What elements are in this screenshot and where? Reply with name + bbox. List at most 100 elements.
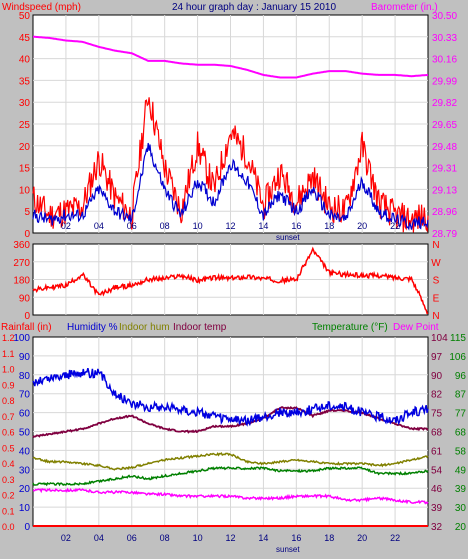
rainfall-axis-title: Rainfall (in) xyxy=(1,322,52,333)
hour-tick-label: 10 xyxy=(193,221,203,231)
humidity-tick-label: 70 xyxy=(19,390,31,401)
temperature-tick-label: 54 xyxy=(431,465,443,476)
temperature-tick-label: 75 xyxy=(431,409,443,420)
humidity-tick-label: 0 xyxy=(24,522,30,533)
rainfall-tick-label: 0.4 xyxy=(2,459,15,469)
wind-baro-x-axis: 02 04 06 08 10 12 14 16 18 20 22 xyxy=(61,221,400,231)
barometer-tick-label: 28.96 xyxy=(432,207,457,218)
hour-tick-label: 18 xyxy=(324,221,334,231)
temp-hum-axes: 0 10 20 30 40 50 60 70 80 90 100 0.0 0.1 0.2 0.3 0.4 0.5… xyxy=(2,333,466,533)
temp-hum-x-axis: 02 04 06 08 10 12 14 16 18 20 22 xyxy=(61,533,400,543)
rainfall-tick-label: 0.0 xyxy=(2,522,15,532)
direction-tick-label: 360 xyxy=(13,240,30,251)
humidity-tick-label: 100 xyxy=(13,333,30,344)
compass-letter-n: N xyxy=(432,240,439,251)
windspeed-tick-label: 25 xyxy=(19,120,31,131)
hour-tick-label: 20 xyxy=(357,533,367,543)
wind-direction-line xyxy=(32,246,429,315)
dew-point-tick-label: 77 xyxy=(455,409,467,420)
temperature-line xyxy=(32,405,429,439)
hour-tick-label: 16 xyxy=(291,533,301,543)
hour-tick-label: 04 xyxy=(94,533,104,543)
hour-tick-label: 18 xyxy=(324,533,334,543)
rainfall-tick-label: 0.8 xyxy=(2,396,15,406)
humidity-tick-label: 10 xyxy=(19,503,31,514)
barometer-tick-label: 30.33 xyxy=(432,33,457,44)
barometer-tick-label: 29.65 xyxy=(432,120,457,131)
dew-point-tick-label: 58 xyxy=(455,446,467,457)
barometer-line xyxy=(33,35,429,79)
compass-letter-w: W xyxy=(431,258,441,269)
barometer-tick-label: 29.82 xyxy=(432,98,457,109)
barometer-tick-label: 29.13 xyxy=(432,185,457,196)
windspeed-tick-label: 10 xyxy=(19,185,31,196)
windspeed-tick-label: 0 xyxy=(24,229,30,240)
wind-baro-grid xyxy=(33,15,428,233)
humidity-tick-label: 50 xyxy=(19,428,31,439)
windspeed-axis-title: Windspeed (mph) xyxy=(2,2,81,13)
temperature-tick-label: 90 xyxy=(431,371,443,382)
wind-direction-grid xyxy=(33,244,428,315)
humidity-tick-label: 90 xyxy=(19,352,31,363)
barometer-tick-label: 30.50 xyxy=(432,11,457,22)
direction-tick-label: 90 xyxy=(19,293,31,304)
rainfall-tick-label: 0.1 xyxy=(2,506,15,516)
dew-point-tick-label: 20 xyxy=(455,522,467,533)
humidity-line xyxy=(32,368,429,427)
hour-tick-label: 08 xyxy=(160,221,170,231)
temperature-tick-label: 97 xyxy=(431,352,443,363)
rainfall-tick-label: 0.3 xyxy=(2,475,15,485)
rainfall-tick-label: 0.5 xyxy=(2,443,15,453)
temperature-tick-label: 39 xyxy=(431,503,443,514)
rainfall-tick-label: 0.9 xyxy=(2,380,15,390)
humidity-axis-title: Humidity % xyxy=(67,322,118,333)
humidity-tick-label: 20 xyxy=(19,484,31,495)
humidity-tick-label: 60 xyxy=(19,409,31,420)
dew-point-tick-label: 96 xyxy=(455,371,467,382)
hour-tick-label: 02 xyxy=(61,533,71,543)
wind-baro-series xyxy=(32,35,429,233)
hour-tick-label: 06 xyxy=(127,533,137,543)
hour-tick-label: 02 xyxy=(61,221,71,231)
indoor-hum-line xyxy=(32,452,429,471)
indoor-temp-label: Indoor temp xyxy=(173,322,227,333)
wind-direction-series xyxy=(32,246,429,315)
sunset-label: sunset xyxy=(276,233,300,242)
barometer-axis: 28.79 28.96 29.13 29.31 29.48 29.65 29.82 29.99… xyxy=(432,11,457,240)
dew-point-tick-label: 39 xyxy=(455,484,467,495)
barometer-tick-label: 29.99 xyxy=(432,76,457,87)
indoor-temp-line xyxy=(32,466,429,487)
hour-tick-label: 06 xyxy=(127,221,137,231)
dew-point-tick-label: 87 xyxy=(455,390,467,401)
hour-tick-label: 10 xyxy=(193,533,203,543)
windspeed-tick-label: 45 xyxy=(19,33,31,44)
barometer-tick-label: 28.79 xyxy=(432,229,457,240)
hour-tick-label: 08 xyxy=(160,533,170,543)
barometer-tick-label: 29.31 xyxy=(432,164,457,175)
wind-direction-axis: 0 90 180 270 360 xyxy=(13,240,30,322)
temperature-tick-label: 104 xyxy=(431,333,448,344)
hour-tick-label: 14 xyxy=(258,221,268,231)
temp-hum-series xyxy=(32,368,429,527)
barometer-tick-label: 29.48 xyxy=(432,142,457,153)
barometer-axis-title: Barometer (in.) xyxy=(371,2,438,13)
windspeed-tick-label: 20 xyxy=(19,142,31,153)
dew-point-tick-label: 68 xyxy=(455,428,467,439)
hour-tick-label: 04 xyxy=(94,221,104,231)
hour-tick-label: 16 xyxy=(291,221,301,231)
chart-title: 24 hour graph day : January 15 2010 xyxy=(172,2,336,13)
hour-tick-label: 12 xyxy=(225,221,235,231)
hour-tick-label: 14 xyxy=(258,533,268,543)
temperature-axis-title: Temperature (°F) xyxy=(312,322,388,333)
temperature-tick-label: 82 xyxy=(431,390,443,401)
windspeed-tick-label: 35 xyxy=(19,76,31,87)
humidity-tick-label: 80 xyxy=(19,371,31,382)
rainfall-tick-label: 1.0 xyxy=(2,365,15,375)
dew-point-line xyxy=(32,487,429,505)
windspeed-tick-label: 50 xyxy=(19,11,31,22)
compass-letter-s: S xyxy=(433,276,440,287)
windspeed-tick-label: 30 xyxy=(19,98,31,109)
rainfall-tick-label: 1.2 xyxy=(2,333,15,343)
humidity-tick-label: 40 xyxy=(19,446,31,457)
